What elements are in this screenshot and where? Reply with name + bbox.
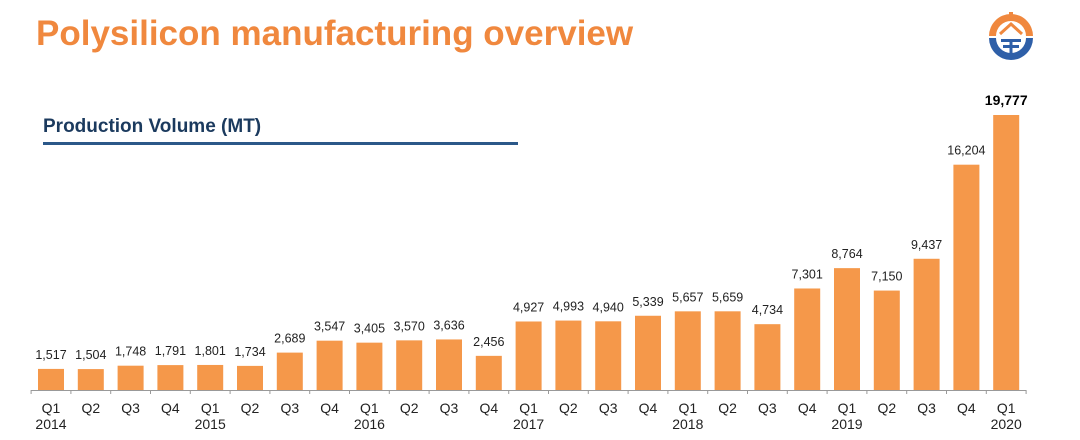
x-tick-label-quarter: Q2 — [400, 400, 419, 416]
x-tick-label-quarter: Q3 — [280, 400, 299, 416]
data-label: 4,734 — [752, 303, 783, 317]
x-tick-label-quarter: Q3 — [599, 400, 618, 416]
x-tick-label-quarter: Q1 — [678, 400, 697, 416]
data-label: 4,927 — [513, 300, 544, 314]
x-tick-label-quarter: Q4 — [639, 400, 658, 416]
bar — [595, 321, 622, 390]
data-label: 3,405 — [354, 322, 385, 336]
data-label: 1,504 — [75, 348, 106, 362]
x-tick-label-quarter: Q1 — [997, 400, 1016, 416]
data-label: 2,456 — [473, 335, 504, 349]
bar — [714, 311, 741, 390]
bar — [356, 342, 383, 390]
data-label: 9,437 — [911, 238, 942, 252]
x-tick-label-quarter: Q1 — [838, 400, 857, 416]
x-tick-label-quarter: Q1 — [42, 400, 61, 416]
data-label: 1,791 — [155, 344, 186, 358]
bar — [276, 352, 303, 390]
x-tick-label-quarter: Q4 — [957, 400, 976, 416]
bar — [794, 288, 821, 390]
x-tick-label-year: 2017 — [513, 416, 544, 432]
x-tick-label-year: 2015 — [195, 416, 226, 432]
data-label: 16,204 — [947, 144, 985, 158]
data-label: 2,689 — [274, 332, 305, 346]
data-label: 3,636 — [433, 318, 464, 332]
x-tick-label-quarter: Q3 — [758, 400, 777, 416]
x-tick-label-quarter: Q4 — [320, 400, 339, 416]
bar — [754, 324, 781, 390]
data-label: 19,777 — [985, 92, 1028, 108]
bar — [475, 355, 502, 390]
bar — [913, 258, 940, 390]
bar — [635, 315, 661, 390]
bar — [157, 365, 184, 390]
data-label: 3,570 — [394, 319, 425, 333]
bar — [953, 164, 980, 390]
data-label: 5,659 — [712, 290, 743, 304]
x-tick-label-year: 2018 — [672, 416, 703, 432]
data-label: 4,940 — [593, 300, 624, 314]
x-tick-label-quarter: Q1 — [519, 400, 538, 416]
company-logo-icon — [989, 12, 1033, 60]
bar — [77, 369, 104, 390]
bar — [117, 365, 144, 390]
bar — [197, 364, 224, 390]
x-tick-label-quarter: Q2 — [877, 400, 896, 416]
bar — [515, 321, 542, 390]
data-label: 1,801 — [195, 344, 226, 358]
bar — [834, 268, 860, 390]
data-label: 1,734 — [234, 345, 265, 359]
data-label: 7,150 — [871, 270, 902, 284]
x-tick-label-quarter: Q2 — [241, 400, 260, 416]
x-tick-label-quarter: Q2 — [718, 400, 737, 416]
data-label: 1,748 — [115, 345, 146, 359]
subtitle-divider — [43, 142, 518, 145]
data-label: 3,547 — [314, 320, 345, 334]
bar — [993, 115, 1020, 390]
x-tick-label-year: 2014 — [35, 416, 66, 432]
data-label: 7,301 — [792, 267, 823, 281]
bar — [316, 340, 343, 390]
bar — [396, 340, 423, 390]
x-tick-label-quarter: Q3 — [121, 400, 140, 416]
data-label: 4,993 — [553, 300, 584, 314]
x-tick-label-quarter: Q3 — [440, 400, 459, 416]
data-label: 5,339 — [632, 295, 663, 309]
x-tick-label-quarter: Q1 — [360, 400, 379, 416]
x-tick-label-quarter: Q3 — [917, 400, 936, 416]
x-tick-label-quarter: Q4 — [161, 400, 180, 416]
bar — [674, 311, 701, 390]
x-tick-label-quarter: Q1 — [201, 400, 220, 416]
page-title: Polysilicon manufacturing overview — [36, 14, 634, 53]
data-label: 5,657 — [672, 290, 703, 304]
bar — [873, 290, 900, 390]
x-tick-label-quarter: Q2 — [559, 400, 578, 416]
x-tick-label-quarter: Q4 — [479, 400, 498, 416]
chart-subtitle: Production Volume (MT) — [43, 116, 262, 137]
x-tick-label-quarter: Q2 — [81, 400, 100, 416]
bar — [237, 365, 263, 390]
data-label: 1,517 — [35, 348, 66, 362]
bar — [38, 368, 64, 390]
bar — [436, 339, 462, 390]
bar — [555, 320, 582, 390]
x-tick-label-year: 2020 — [991, 416, 1022, 432]
x-tick-label-year: 2019 — [831, 416, 862, 432]
data-label: 8,764 — [831, 247, 862, 261]
x-tick-label-year: 2016 — [354, 416, 385, 432]
x-tick-label-quarter: Q4 — [798, 400, 817, 416]
